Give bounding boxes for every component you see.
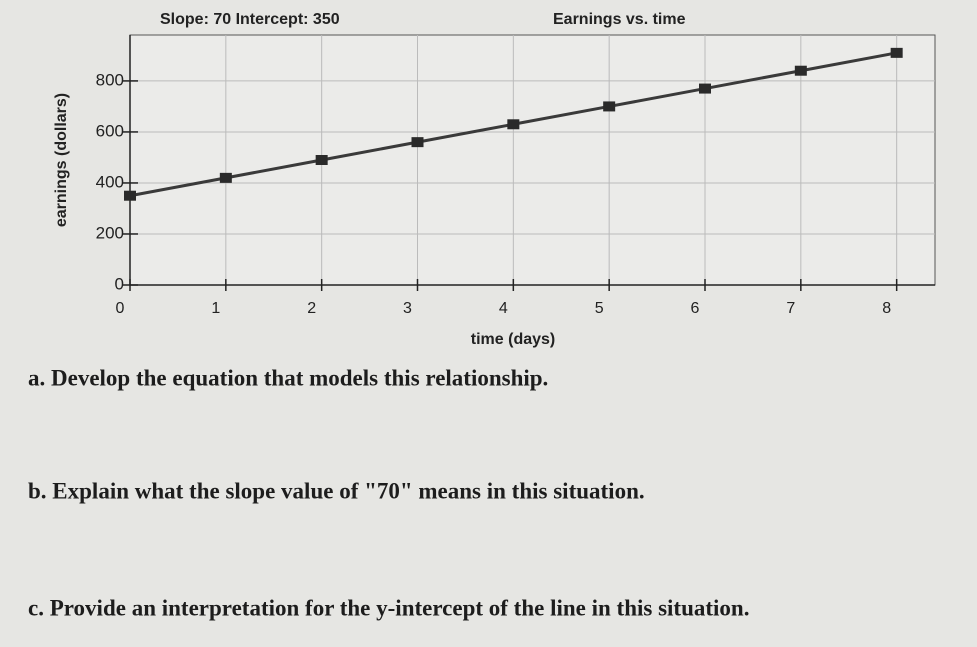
- x-tick-label: 5: [595, 300, 604, 317]
- data-point: [699, 83, 711, 94]
- y-tick-label: 800: [96, 70, 124, 89]
- x-tick-label: 7: [786, 300, 795, 317]
- x-tick-label: 0: [116, 300, 125, 317]
- question: a. Develop the equation that models this…: [28, 365, 548, 390]
- x-tick-label: 3: [403, 300, 412, 317]
- data-point: [315, 155, 328, 165]
- x-tick-label: 1: [211, 300, 220, 317]
- data-point: [890, 47, 903, 58]
- question: b. Explain what the slope value of "70" …: [28, 478, 645, 503]
- x-tick-label: 2: [307, 300, 316, 317]
- y-tick-label: 0: [115, 274, 124, 293]
- data-point: [507, 119, 520, 130]
- chart-title: Earnings vs. time: [553, 11, 686, 28]
- question: c. Provide an interpretation for the y-i…: [28, 595, 749, 620]
- data-point: [411, 137, 424, 148]
- y-tick-label: 600: [96, 121, 124, 140]
- x-tick-label: 6: [691, 300, 700, 317]
- data-point: [603, 101, 616, 112]
- x-axis-label: time (days): [471, 331, 555, 348]
- chart-subtitle: Slope: 70 Intercept: 350: [160, 11, 340, 28]
- y-tick-label: 400: [96, 172, 124, 191]
- y-tick-label: 200: [96, 223, 124, 242]
- x-tick-label: 8: [882, 300, 891, 317]
- data-point: [124, 190, 136, 201]
- data-point: [794, 65, 807, 76]
- y-axis-label: earnings (dollars): [53, 93, 70, 227]
- data-point: [219, 172, 232, 183]
- plot-area: [129, 34, 936, 286]
- x-tick-label: 4: [499, 300, 508, 317]
